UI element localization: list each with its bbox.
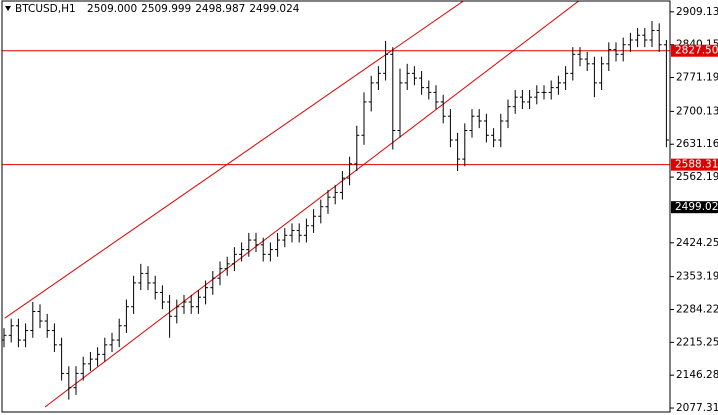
last-price-box bbox=[671, 201, 718, 214]
y-tick-label: 2077.310 bbox=[676, 402, 718, 414]
y-tick-label: 2353.190 bbox=[676, 271, 718, 283]
price-labels: 2827.500 2588.314 2499.024 bbox=[671, 44, 718, 214]
level-label-box bbox=[671, 44, 718, 57]
level-label-box bbox=[671, 158, 718, 171]
header-value: 2499.024 bbox=[249, 3, 299, 15]
y-tick-label: 2284.220 bbox=[676, 303, 718, 315]
last-price-label: 2499.024 bbox=[675, 201, 718, 213]
y-tick-label: 2700.130 bbox=[676, 105, 718, 117]
y-tick-label: 2215.250 bbox=[676, 336, 718, 348]
plot-area bbox=[2, 1, 670, 408]
header-value: 2509.999 bbox=[141, 3, 191, 15]
symbol: BTCUSD,H1 bbox=[15, 3, 76, 15]
level-label: 2827.500 bbox=[675, 45, 718, 57]
y-tick-label: 2562.190 bbox=[676, 171, 718, 183]
level-label: 2588.314 bbox=[675, 159, 718, 171]
header-value: 2509.000 bbox=[87, 3, 137, 15]
y-tick-label: 2771.190 bbox=[676, 72, 718, 84]
y-tick-label: 2424.250 bbox=[676, 237, 718, 249]
symbol-icon bbox=[5, 6, 11, 11]
channel-line bbox=[44, 1, 580, 408]
plot-frame bbox=[1, 0, 671, 413]
header-value: 2498.987 bbox=[195, 3, 245, 15]
chart-header: BTCUSD,H1 2509.000 2509.999 2498.987 2499.0… bbox=[15, 3, 300, 15]
y-tick-label: 2631.160 bbox=[676, 138, 718, 150]
channel-line bbox=[4, 1, 465, 319]
y-tick-label: 2909.130 bbox=[676, 6, 718, 18]
y-tick-label: 2146.280 bbox=[676, 369, 718, 381]
